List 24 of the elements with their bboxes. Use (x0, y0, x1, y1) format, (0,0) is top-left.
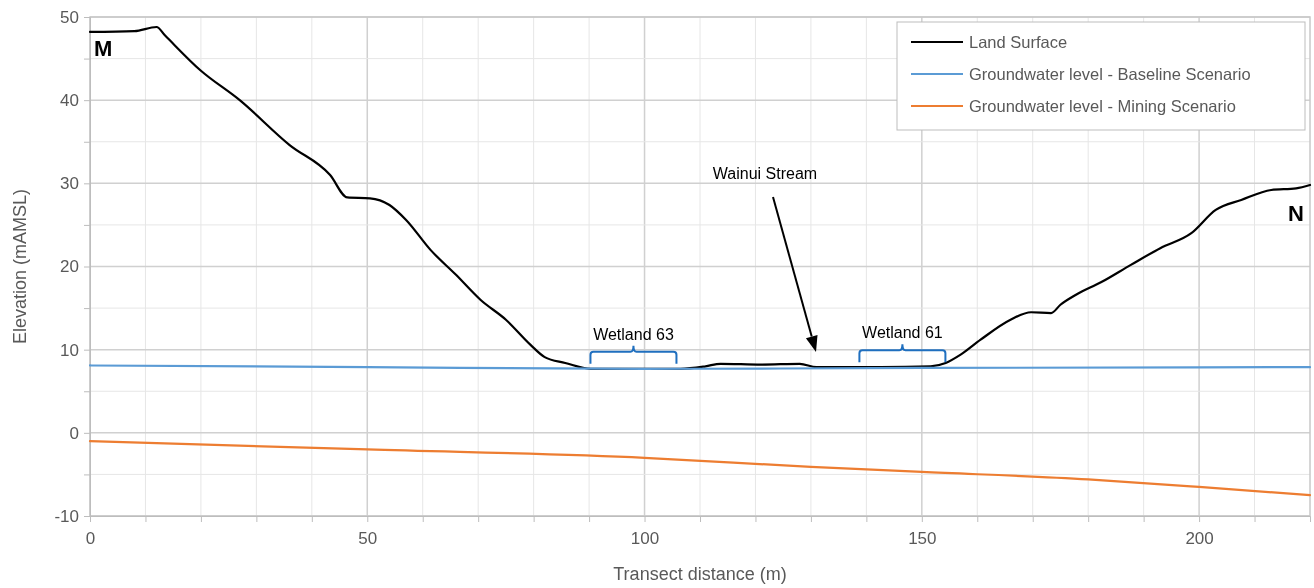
line-series (88, 25, 1312, 370)
legend-label: Groundwater level - Mining Scenario (969, 97, 1236, 115)
x-tick-label: 100 (630, 528, 660, 548)
line-series (88, 440, 1312, 497)
x-tick-label: 150 (908, 528, 937, 548)
annotation: Wetland 63 (593, 325, 674, 343)
y-axis-title: Elevation (mAMSL) (10, 188, 30, 345)
y-tick-label: 20 (60, 257, 79, 277)
annotation: Wetland 61 (862, 324, 943, 342)
legend-label: Land Surface (969, 33, 1068, 51)
annotation: M (94, 35, 113, 61)
y-tick-label: 10 (60, 340, 79, 360)
legend-label: Groundwater level - Baseline Scenario (969, 65, 1251, 83)
annotation: N (1288, 201, 1304, 226)
y-tick-label: -10 (54, 506, 79, 526)
x-tick-label: 0 (85, 528, 96, 548)
y-tick-label: 30 (60, 174, 79, 194)
y-tick-label: 40 (60, 91, 79, 111)
x-tick-label: 200 (1185, 528, 1214, 548)
y-tick-label: 0 (69, 423, 79, 443)
y-tick-label: 50 (60, 7, 79, 27)
x-tick-label: 50 (358, 528, 378, 548)
x-axis-title: Transect distance (m) (613, 564, 787, 584)
annotation: Wainui Stream (712, 165, 818, 182)
